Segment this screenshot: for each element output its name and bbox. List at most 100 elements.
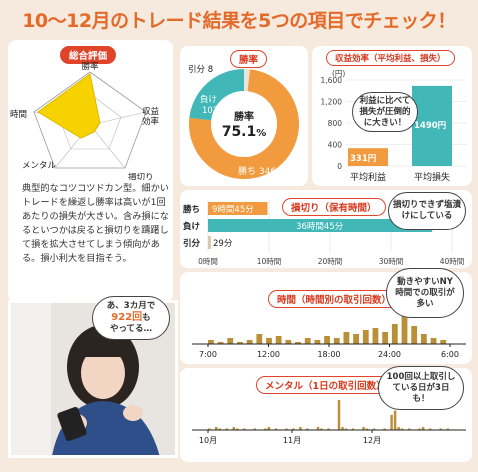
radar-label-win-rate: 勝率 bbox=[81, 61, 99, 72]
mental-bar bbox=[232, 427, 236, 430]
time-bar bbox=[333, 338, 340, 344]
donut-center-label: 勝率 bbox=[234, 110, 254, 123]
mental-bar bbox=[225, 428, 228, 430]
mental-x-tick: 10月 bbox=[199, 436, 217, 445]
time-x-tick: 7:00 bbox=[199, 350, 217, 359]
radar-label-stop-loss: 損切り bbox=[128, 172, 154, 180]
stop-loss-row-label: 引分 bbox=[183, 238, 201, 249]
time-bar bbox=[208, 340, 214, 344]
mental-bar bbox=[243, 428, 246, 430]
mental-bar bbox=[421, 427, 425, 430]
mental-bar bbox=[418, 428, 421, 430]
mental-bar bbox=[253, 428, 257, 430]
stop-loss-title: 損切り（保有時間） bbox=[282, 198, 386, 216]
donut-center-value: 75.1 bbox=[222, 124, 257, 140]
mental-bar bbox=[327, 428, 330, 430]
stop-loss-bar-1 bbox=[208, 219, 433, 232]
mental-bar bbox=[362, 427, 365, 430]
donut-center-unit: % bbox=[256, 128, 266, 139]
time-x-tick: 6:00 bbox=[441, 350, 459, 359]
time-bar bbox=[227, 338, 234, 344]
profit-unit: (円) bbox=[332, 69, 345, 78]
mental-title: メンタル（1日の取引回数） bbox=[256, 376, 395, 394]
profit-bar-1 bbox=[412, 85, 452, 166]
time-x-tick: 12:00 bbox=[257, 350, 280, 359]
stop-loss-x-tick: 20時間 bbox=[318, 257, 343, 266]
mental-bar bbox=[215, 427, 218, 430]
mental-bar bbox=[285, 428, 288, 430]
page-title: 10～12月のトレード結果を5つの項目でチェック！ bbox=[22, 10, 456, 32]
time-bar bbox=[382, 332, 389, 344]
stop-loss-x-tick: 10時間 bbox=[257, 257, 282, 266]
time-bar bbox=[401, 316, 408, 344]
radar-label-mental: メンタル bbox=[22, 161, 57, 171]
profit-bar-value-1: 1490円 bbox=[414, 121, 446, 131]
time-bar bbox=[295, 342, 301, 344]
photo-callout-line3: やってる… bbox=[109, 324, 153, 334]
profit-callout: 利益に比べて損失が圧倒的に大きい！ bbox=[352, 92, 418, 132]
mental-x-tick: 12月 bbox=[363, 436, 381, 445]
time-bar bbox=[324, 336, 330, 344]
mental-bar bbox=[337, 400, 341, 430]
time-bar bbox=[256, 334, 263, 344]
time-bar bbox=[420, 334, 427, 344]
profit-label-avg-loss: 平均損失 bbox=[414, 171, 450, 183]
mental-bar bbox=[218, 428, 221, 430]
evaluation-description: 典型的なコツコツドカン型。細かいトレードを繰返し勝率は高いが1回あたりの損失が大… bbox=[22, 183, 169, 264]
mental-bar bbox=[344, 428, 348, 430]
profit-label-avg-profit: 平均利益 bbox=[350, 171, 386, 183]
photo-callout-highlight: 922回 bbox=[111, 312, 143, 323]
stop-loss-bar-value-0: 9時間45分 bbox=[212, 205, 254, 215]
win-rate-donut: 勝率 75.1% 負け 107 勝ち 346 引分 8 bbox=[188, 65, 299, 179]
radar-label-time: 時間 bbox=[10, 110, 27, 120]
mental-callout: 100回以上取引している日が3日も！ bbox=[378, 366, 464, 410]
stop-loss-x-tick: 0時間 bbox=[198, 257, 218, 266]
mental-chart: 10月 11月 12月 bbox=[192, 400, 466, 445]
mental-bar bbox=[320, 428, 323, 430]
mental-bar bbox=[274, 428, 278, 430]
profit-y-tick: 800 bbox=[328, 119, 343, 128]
mental-bar bbox=[341, 427, 344, 430]
time-bar bbox=[285, 340, 292, 344]
profit-y-tick: 400 bbox=[328, 141, 343, 150]
time-bar bbox=[391, 324, 398, 344]
mental-bar bbox=[400, 428, 404, 430]
stop-loss-bar-2 bbox=[208, 236, 211, 249]
time-bar bbox=[237, 342, 243, 344]
profit-y-tick: 0 bbox=[337, 162, 342, 171]
mental-bar bbox=[393, 410, 397, 430]
mental-bar bbox=[316, 427, 320, 430]
mental-bar bbox=[446, 428, 449, 430]
photo-callout-line2: も bbox=[142, 313, 151, 323]
profit-bar-0 bbox=[348, 148, 388, 166]
time-bar bbox=[314, 340, 321, 344]
time-callout: 動きやすいNY時間での取引が多い bbox=[386, 268, 464, 318]
photo-callout-line1: あ、3カ月で bbox=[106, 301, 156, 311]
time-bar bbox=[411, 326, 418, 344]
profit-chart: (円) 1,600 1,200 800 400 0 331円 1490円 平均利益 平均損… bbox=[321, 69, 467, 183]
profit-y-tick: 1,200 bbox=[321, 98, 343, 107]
profit-efficiency-title: 収益効率（平均利益、損失） bbox=[326, 50, 455, 66]
mental-bar bbox=[299, 427, 302, 430]
mental-bar bbox=[236, 428, 239, 430]
time-bar bbox=[372, 328, 379, 344]
mental-bar bbox=[428, 428, 432, 430]
time-x-tick: 18:00 bbox=[317, 350, 340, 359]
time-bar bbox=[266, 338, 272, 344]
mental-bar bbox=[292, 428, 295, 430]
stop-loss-row-label: 負け bbox=[183, 221, 201, 232]
profit-y-tick: 1,600 bbox=[321, 76, 343, 85]
mental-bar bbox=[372, 428, 376, 430]
mental-x-tick: 11月 bbox=[283, 436, 301, 445]
stop-loss-row-label: 勝ち bbox=[183, 204, 200, 215]
mental-bar bbox=[351, 428, 355, 430]
radar-label-profit: 収益効率 bbox=[142, 106, 160, 127]
mental-bar bbox=[306, 428, 309, 430]
time-bar bbox=[430, 338, 437, 344]
time-bar bbox=[343, 332, 350, 344]
stop-loss-x-tick: 40時間 bbox=[440, 257, 465, 266]
mental-bar bbox=[439, 428, 442, 430]
stop-loss-x-tick: 30時間 bbox=[379, 257, 404, 266]
photo-callout: あ、3カ月で 922回も やってる… bbox=[92, 296, 170, 340]
mental-bar bbox=[383, 428, 386, 430]
